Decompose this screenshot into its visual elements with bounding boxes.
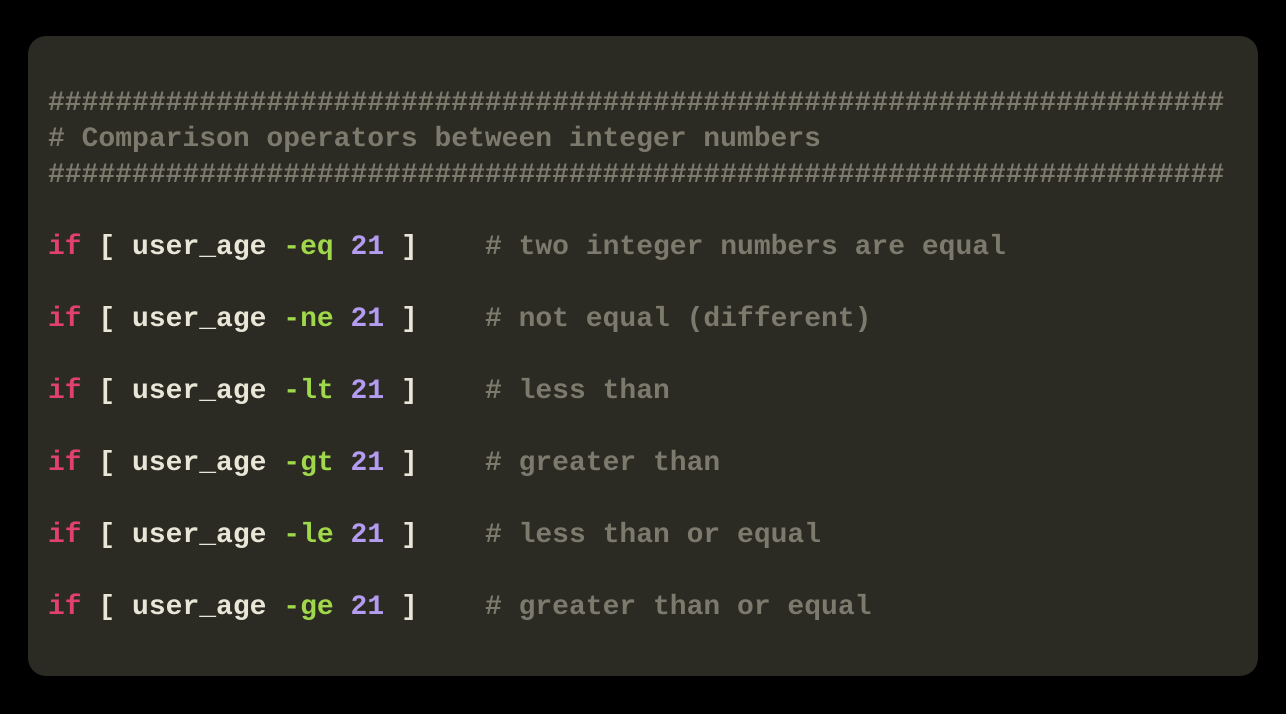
- keyword-if: if: [48, 376, 82, 407]
- header-rule-top: ########################################…: [48, 88, 1224, 119]
- open-bracket: [: [98, 448, 115, 479]
- operator-ge: -ge: [283, 592, 333, 623]
- close-bracket: ]: [401, 520, 418, 551]
- line-comment: # less than: [485, 376, 670, 407]
- code-panel: ########################################…: [28, 36, 1258, 676]
- number-literal: 21: [351, 448, 385, 479]
- identifier: user_age: [132, 304, 266, 335]
- spacer: [418, 592, 485, 623]
- open-bracket: [: [98, 304, 115, 335]
- keyword-if: if: [48, 304, 82, 335]
- identifier: user_age: [132, 592, 266, 623]
- spacer: [418, 304, 485, 335]
- close-bracket: ]: [401, 448, 418, 479]
- line-comment: # greater than or equal: [485, 592, 871, 623]
- identifier: user_age: [132, 520, 266, 551]
- operator-ne: -ne: [283, 304, 333, 335]
- line-comment: # less than or equal: [485, 520, 821, 551]
- close-bracket: ]: [401, 232, 418, 263]
- keyword-if: if: [48, 448, 82, 479]
- line-comment: # two integer numbers are equal: [485, 232, 1006, 263]
- close-bracket: ]: [401, 376, 418, 407]
- line-comment: # greater than: [485, 448, 720, 479]
- keyword-if: if: [48, 520, 82, 551]
- spacer: [418, 448, 485, 479]
- header-title: # Comparison operators between integer n…: [48, 124, 821, 155]
- open-bracket: [: [98, 376, 115, 407]
- operator-lt: -lt: [283, 376, 333, 407]
- line-comment: # not equal (different): [485, 304, 871, 335]
- number-literal: 21: [351, 304, 385, 335]
- number-literal: 21: [351, 592, 385, 623]
- keyword-if: if: [48, 592, 82, 623]
- spacer: [418, 232, 485, 263]
- number-literal: 21: [351, 376, 385, 407]
- operator-le: -le: [283, 520, 333, 551]
- identifier: user_age: [132, 448, 266, 479]
- close-bracket: ]: [401, 304, 418, 335]
- code-block: ########################################…: [48, 86, 1238, 626]
- close-bracket: ]: [401, 592, 418, 623]
- open-bracket: [: [98, 592, 115, 623]
- operator-gt: -gt: [283, 448, 333, 479]
- spacer: [418, 376, 485, 407]
- identifier: user_age: [132, 232, 266, 263]
- operator-eq: -eq: [283, 232, 333, 263]
- open-bracket: [: [98, 520, 115, 551]
- identifier: user_age: [132, 376, 266, 407]
- header-rule-bottom: ########################################…: [48, 160, 1224, 191]
- spacer: [418, 520, 485, 551]
- open-bracket: [: [98, 232, 115, 263]
- number-literal: 21: [351, 520, 385, 551]
- number-literal: 21: [351, 232, 385, 263]
- keyword-if: if: [48, 232, 82, 263]
